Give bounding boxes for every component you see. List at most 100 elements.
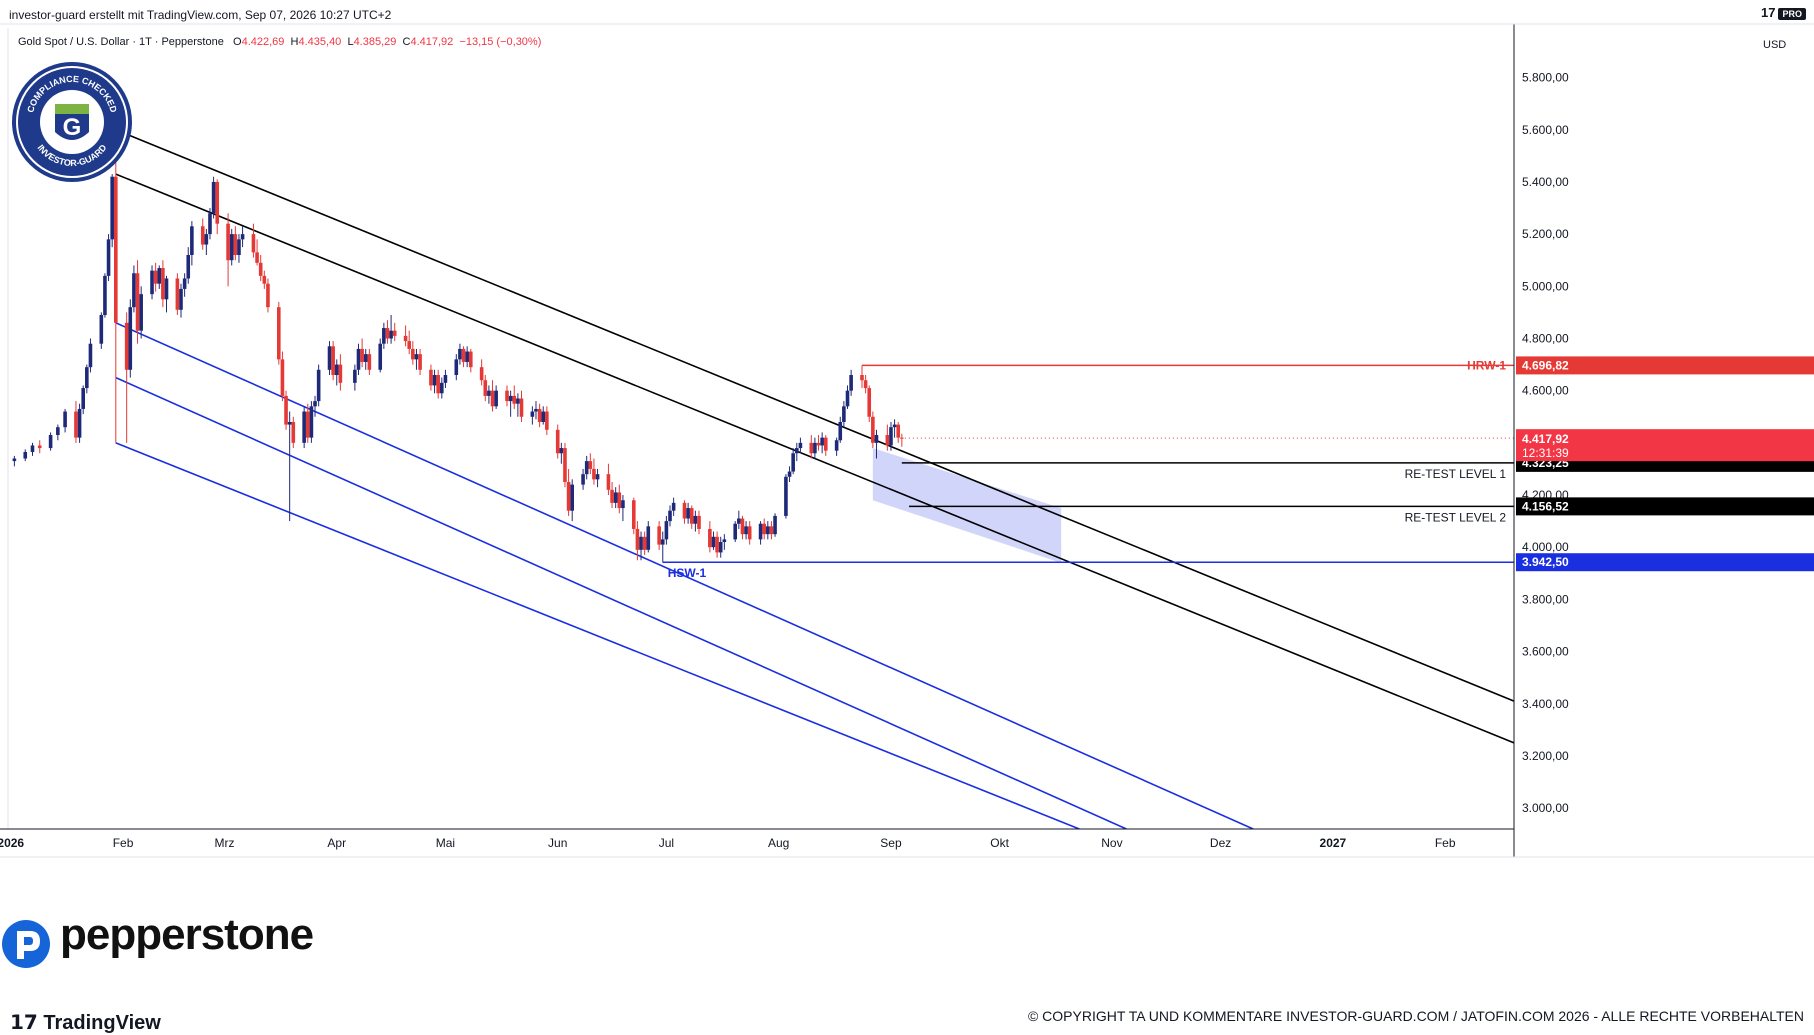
- candle-body[interactable]: [229, 234, 234, 261]
- candle-body[interactable]: [175, 278, 180, 310]
- candle-body[interactable]: [81, 388, 86, 409]
- candle-body[interactable]: [135, 273, 140, 331]
- candle-body[interactable]: [211, 181, 216, 214]
- candle-body[interactable]: [161, 268, 165, 300]
- candle-body[interactable]: [874, 435, 879, 443]
- candle-body[interactable]: [639, 536, 643, 550]
- candle-body[interactable]: [871, 416, 875, 443]
- candle-body[interactable]: [791, 453, 795, 472]
- candle-body[interactable]: [813, 442, 817, 454]
- candle-body[interactable]: [139, 294, 143, 331]
- candle-body[interactable]: [186, 254, 191, 279]
- candle-body[interactable]: [784, 476, 788, 516]
- candle-body[interactable]: [465, 351, 469, 362]
- candle-body[interactable]: [744, 526, 748, 535]
- candle-body[interactable]: [863, 380, 868, 389]
- candle-body[interactable]: [505, 390, 509, 402]
- candle-body[interactable]: [479, 367, 484, 381]
- candle-body[interactable]: [816, 442, 821, 446]
- candle-body[interactable]: [378, 343, 383, 370]
- candle-body[interactable]: [88, 343, 93, 368]
- candle-body[interactable]: [555, 429, 560, 454]
- candle-body[interactable]: [237, 239, 241, 255]
- candle-body[interactable]: [689, 508, 694, 524]
- candle-body[interactable]: [334, 364, 339, 376]
- candle-body[interactable]: [266, 283, 270, 308]
- candle-body[interactable]: [766, 526, 770, 535]
- candle-body[interactable]: [718, 541, 723, 553]
- candle-body[interactable]: [99, 315, 104, 344]
- candle-body[interactable]: [316, 369, 321, 402]
- candle-body[interactable]: [621, 500, 625, 509]
- candle-body[interactable]: [566, 481, 571, 511]
- candle-body[interactable]: [110, 176, 114, 240]
- candle-body[interactable]: [258, 262, 263, 276]
- candle-body[interactable]: [215, 181, 220, 224]
- candle-body[interactable]: [849, 375, 853, 391]
- tradingview-logo[interactable]: 𝟭𝟳 TradingView: [10, 1010, 161, 1035]
- candle-body[interactable]: [530, 411, 535, 417]
- candle-body[interactable]: [407, 341, 412, 349]
- candle-body[interactable]: [414, 354, 419, 360]
- candle-body[interactable]: [798, 442, 803, 449]
- candle-body[interactable]: [494, 390, 498, 407]
- candle-body[interactable]: [280, 359, 285, 396]
- candle-body[interactable]: [124, 322, 129, 370]
- candle-body[interactable]: [327, 346, 332, 370]
- candle-body[interactable]: [610, 489, 614, 503]
- candle-body[interactable]: [63, 411, 67, 428]
- candle-body[interactable]: [606, 474, 611, 490]
- candle-body[interactable]: [740, 518, 745, 535]
- candle-body[interactable]: [164, 278, 169, 300]
- candle-body[interactable]: [737, 518, 741, 524]
- candle-body[interactable]: [403, 335, 408, 342]
- candle-body[interactable]: [708, 528, 712, 548]
- candle-body[interactable]: [103, 275, 107, 316]
- candle-body[interactable]: [458, 348, 462, 360]
- retest-zone[interactable]: [872, 448, 1062, 563]
- candle-body[interactable]: [23, 451, 28, 459]
- candle-body[interactable]: [617, 492, 622, 509]
- candle-body[interactable]: [697, 515, 701, 529]
- candle-body[interactable]: [106, 239, 111, 276]
- candle-body[interactable]: [733, 523, 738, 540]
- candle-body[interactable]: [77, 408, 82, 438]
- candle-body[interactable]: [631, 500, 636, 529]
- channel-line-4[interactable]: [115, 376, 1127, 829]
- candle-body[interactable]: [411, 348, 415, 360]
- candle-body[interactable]: [251, 234, 256, 253]
- candle-body[interactable]: [715, 536, 719, 553]
- candle-body[interactable]: [305, 411, 310, 438]
- candle-body[interactable]: [686, 508, 690, 519]
- candle-body[interactable]: [545, 411, 549, 430]
- candle-body[interactable]: [668, 510, 672, 522]
- candle-body[interactable]: [356, 348, 361, 370]
- candle-body[interactable]: [432, 375, 437, 386]
- symbol-legend[interactable]: Gold Spot / U.S. Dollar · 1T · Peppersto…: [18, 36, 541, 48]
- candle-body[interactable]: [747, 526, 752, 540]
- candle-body[interactable]: [468, 351, 473, 368]
- candle-body[interactable]: [773, 515, 777, 535]
- candle-body[interactable]: [255, 252, 259, 263]
- candle-body[interactable]: [48, 435, 53, 449]
- candle-body[interactable]: [842, 406, 846, 422]
- candle-body[interactable]: [226, 223, 230, 261]
- candle-body[interactable]: [132, 273, 136, 308]
- candle-body[interactable]: [277, 307, 281, 360]
- candle-body[interactable]: [588, 461, 593, 469]
- candle-body[interactable]: [360, 348, 364, 362]
- candle-body[interactable]: [820, 437, 824, 446]
- candle-body[interactable]: [182, 278, 187, 289]
- candle-body[interactable]: [563, 448, 567, 482]
- candle-body[interactable]: [385, 328, 390, 339]
- candle-body[interactable]: [262, 275, 267, 284]
- candle-body[interactable]: [664, 521, 669, 540]
- candle-body[interactable]: [490, 390, 495, 407]
- candle-body[interactable]: [657, 526, 661, 545]
- candle-body[interactable]: [769, 526, 774, 535]
- candle-body[interactable]: [200, 226, 205, 245]
- candle-body[interactable]: [74, 411, 78, 438]
- candle-body[interactable]: [353, 369, 357, 383]
- candle-body[interactable]: [429, 369, 433, 386]
